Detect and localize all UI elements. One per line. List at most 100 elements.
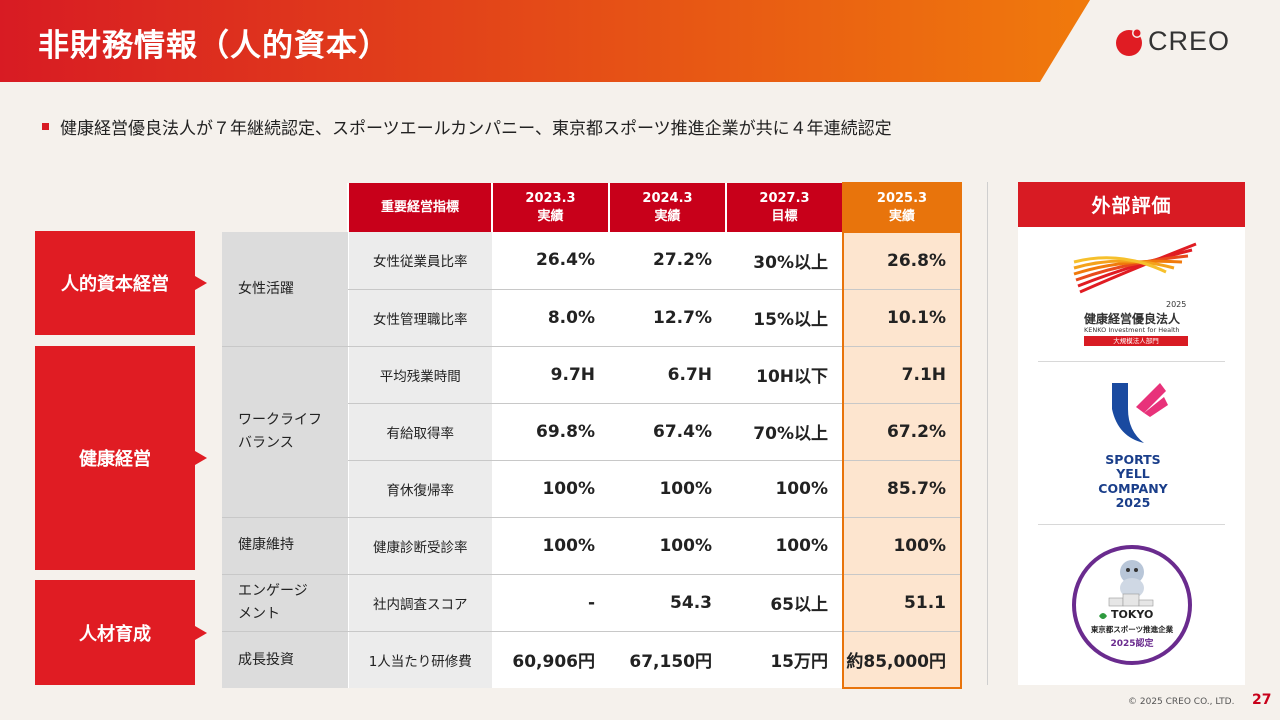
kpi-table: 重要経営指標 2023.3 実績 2024.3 実績 2027.3 目標 2025.3… [222, 182, 962, 689]
value-2024: 67.4% [609, 403, 726, 461]
group-health-management: 健康経営 [35, 346, 195, 570]
indicator-label: 健康診断受診率 [347, 517, 492, 575]
table-row: 育休復帰率 100% 100% 100% 85.7% [222, 460, 962, 518]
award-separator [1038, 524, 1225, 525]
indicator-label: 女性従業員比率 [347, 232, 492, 290]
sports-yell-line-2: YELL [1116, 466, 1150, 482]
external-evaluation-panel: 外部評価 2025 健康経営優良法人 KENKO Investment for … [1018, 182, 1245, 685]
indicator-label: 1人当たり研修費 [347, 631, 492, 688]
value-2025: 7.1H [842, 346, 962, 404]
arrow-icon [195, 451, 207, 465]
table-row: エンゲージ メント 社内調査スコア - 54.3 65以上 51.1 [222, 574, 962, 632]
value-target: 10H以下 [726, 346, 843, 404]
value-2023: 8.0% [492, 289, 609, 347]
col-header-2025: 2025.3 実績 [842, 182, 962, 233]
kenko-badge: 大規模法人部門 [1084, 336, 1188, 346]
value-2024: 12.7% [609, 289, 726, 347]
table-row: 健康維持 健康診断受診率 100% 100% 100% 100% [222, 517, 962, 575]
value-target: 100% [726, 517, 843, 575]
category-growth-investment: 成長投資 [222, 631, 348, 688]
kenko-year: 2025 [1166, 300, 1187, 309]
table-row: 女性管理職比率 8.0% 12.7% 15%以上 10.1% [222, 289, 962, 347]
sports-yell-line-1: SPORTS [1105, 452, 1161, 467]
table-row: 女性活躍 女性従業員比率 26.4% 27.2% 30%以上 26.8% [222, 232, 962, 347]
value-2025: 100% [842, 517, 962, 575]
tokyo-seal-icon [1072, 545, 1192, 665]
copyright: © 2025 CREO CO., LTD. [1128, 697, 1235, 707]
value-2025: 67.2% [842, 403, 962, 461]
value-2023: 60,906円 [492, 631, 609, 688]
value-2023: - [492, 574, 609, 632]
col-header-2024: 2024.3 実績 [608, 183, 726, 232]
table-row: ワークライフ バランス 平均残業時間 9.7H 6.7H 10H以下 7.1H [222, 346, 962, 518]
kenko-title: 健康経営優良法人 [1084, 312, 1181, 326]
category-women: 女性活躍 [222, 232, 348, 347]
table-row: 成長投資 1人当たり研修費 60,906円 67,150円 15万円 約85,0… [222, 631, 962, 689]
header-banner: 非財務情報（人的資本） CREO [0, 0, 1280, 82]
indicator-label: 有給取得率 [347, 403, 492, 461]
creo-logo-icon [1116, 28, 1142, 56]
value-2024: 54.3 [609, 574, 726, 632]
value-target: 65以上 [726, 574, 843, 632]
sports-yell-line-3: COMPANY [1098, 480, 1168, 496]
value-2024: 100% [609, 460, 726, 518]
kenko-subtitle: KENKO Investment for Health [1084, 326, 1180, 334]
indicator-label: 女性管理職比率 [347, 289, 492, 347]
tokyo-brand: TOKYO [1111, 608, 1154, 621]
page-number: 27 [1252, 692, 1272, 708]
creo-logo-text: CREO [1148, 26, 1231, 56]
category-work-life: ワークライフ バランス [222, 346, 348, 518]
sports-yell-mark-icon [1112, 383, 1168, 443]
summary-text: 健康経営優良法人が７年継続認定、スポーツエールカンパニー、東京都スポーツ推進企業… [60, 119, 892, 139]
value-2025: 51.1 [842, 574, 962, 632]
value-2023: 69.8% [492, 403, 609, 461]
header-blank [222, 183, 348, 232]
award-tokyo-sports: TOKYO 東京都スポーツ推進企業 2025認定 [1071, 544, 1193, 666]
table-row: 有給取得率 69.8% 67.4% 70%以上 67.2% [222, 403, 962, 461]
value-2023: 100% [492, 460, 609, 518]
value-2025: 約85,000円 [842, 631, 962, 689]
indicator-label: 社内調査スコア [347, 574, 492, 632]
value-2024: 27.2% [609, 232, 726, 290]
value-2025: 85.7% [842, 460, 962, 518]
award-sports-yell: SPORTS YELL COMPANY 2025 [1088, 379, 1178, 514]
award-kenko-keiei: 2025 健康経営優良法人 KENKO Investment for Healt… [1070, 240, 1200, 350]
category-engagement: エンゲージ メント [222, 574, 348, 632]
indicator-label: 平均残業時間 [347, 346, 492, 404]
kenko-wave-icon [1073, 242, 1197, 294]
table-header-row: 重要経営指標 2023.3 実績 2024.3 実績 2027.3 目標 2025.3… [222, 182, 962, 233]
indicator-label: 育休復帰率 [347, 460, 492, 518]
col-header-2023: 2023.3 実績 [491, 183, 609, 232]
value-2024: 67,150円 [609, 631, 726, 688]
arrow-icon [195, 276, 207, 290]
sports-yell-line-4: 2025 [1115, 495, 1151, 511]
value-target: 70%以上 [726, 403, 843, 461]
value-2025: 10.1% [842, 289, 962, 347]
category-health: 健康維持 [222, 517, 348, 575]
header-gradient [0, 0, 1090, 82]
value-2024: 100% [609, 517, 726, 575]
group-talent-development: 人材育成 [35, 580, 195, 685]
value-2025: 26.8% [842, 232, 962, 290]
value-2023: 26.4% [492, 232, 609, 290]
external-evaluation-heading: 外部評価 [1018, 182, 1245, 227]
value-target: 15%以上 [726, 289, 843, 347]
bullet-icon [42, 123, 49, 130]
creo-logo: CREO [1112, 22, 1242, 66]
award-separator [1038, 361, 1225, 362]
vertical-divider [987, 182, 988, 685]
tokyo-title: 東京都スポーツ推進企業 [1090, 625, 1174, 634]
page-title: 非財務情報（人的資本） [38, 28, 390, 64]
sports-yell-text: SPORTS YELL COMPANY 2025 [1088, 452, 1178, 511]
value-target: 30%以上 [726, 232, 843, 290]
value-2023: 100% [492, 517, 609, 575]
col-header-2027-target: 2027.3 目標 [725, 183, 843, 232]
tokyo-year: 2025認定 [1110, 639, 1154, 649]
col-header-indicator: 重要経営指標 [347, 183, 492, 232]
arrow-icon [195, 626, 207, 640]
summary-line: 健康経営優良法人が７年継続認定、スポーツエールカンパニー、東京都スポーツ推進企業… [42, 114, 892, 139]
group-human-capital: 人的資本経営 [35, 231, 195, 335]
value-target: 100% [726, 460, 843, 518]
value-2024: 6.7H [609, 346, 726, 404]
value-target: 15万円 [726, 631, 843, 688]
